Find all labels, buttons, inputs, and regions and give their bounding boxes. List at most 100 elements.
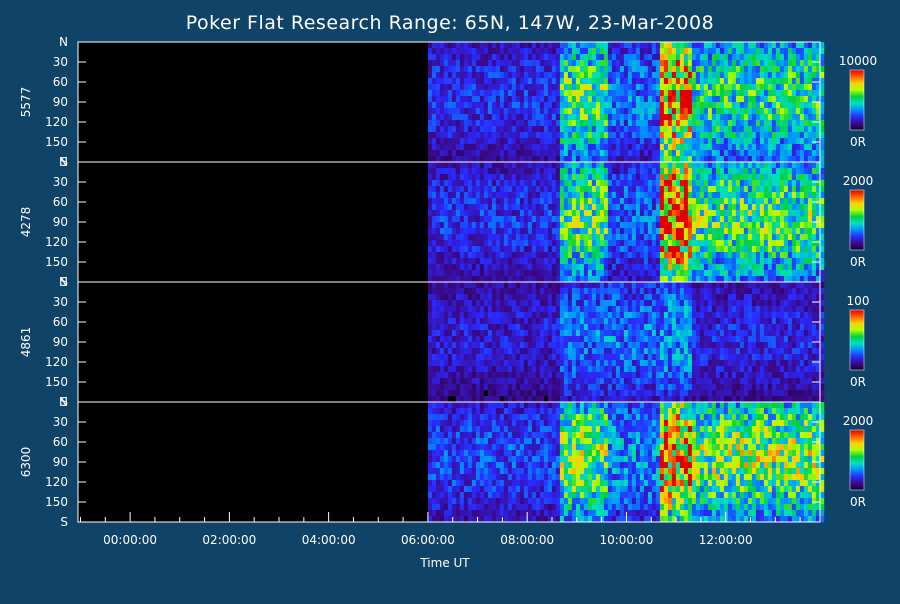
emission-cell (696, 264, 700, 270)
emission-cell (532, 288, 536, 294)
emission-cell (620, 348, 624, 354)
emission-cell (456, 270, 460, 276)
y-tick-label: N (59, 35, 68, 49)
emission-cell (472, 378, 476, 384)
emission-cell (440, 138, 444, 144)
emission-cell (564, 210, 568, 216)
emission-cell (612, 66, 616, 72)
emission-cell (608, 258, 612, 264)
emission-cell (496, 72, 500, 78)
emission-cell (444, 216, 448, 222)
emission-cell (604, 372, 608, 378)
emission-cell (524, 114, 528, 120)
emission-cell (596, 342, 600, 348)
emission-cell (608, 264, 612, 270)
emission-cell (564, 306, 568, 312)
emission-cell (668, 228, 672, 234)
emission-cell (496, 138, 500, 144)
emission-cell (716, 54, 720, 60)
emission-cell (600, 318, 604, 324)
emission-cell (784, 264, 788, 270)
emission-cell (512, 264, 516, 270)
emission-cell (592, 84, 596, 90)
emission-cell (564, 96, 568, 102)
emission-cell (556, 396, 560, 402)
emission-cell (604, 330, 608, 336)
emission-cell (444, 294, 448, 300)
emission-cell (476, 120, 480, 126)
emission-cell (804, 102, 808, 108)
emission-cell (724, 270, 728, 276)
emission-cell (604, 354, 608, 360)
emission-cell (492, 96, 496, 102)
emission-cell (536, 162, 540, 168)
emission-cell (612, 360, 616, 366)
emission-cell (732, 246, 736, 252)
emission-cell (592, 138, 596, 144)
emission-cell (764, 42, 768, 48)
emission-cell (456, 372, 460, 378)
emission-cell (480, 372, 484, 378)
emission-cell (748, 84, 752, 90)
emission-cell (460, 294, 464, 300)
emission-cell (428, 78, 432, 84)
emission-cell (768, 138, 772, 144)
emission-cell (580, 264, 584, 270)
emission-cell (436, 96, 440, 102)
emission-cell (528, 282, 532, 288)
emission-cell (672, 264, 676, 270)
emission-cell (720, 72, 724, 78)
emission-cell (820, 126, 824, 132)
emission-cell (724, 132, 728, 138)
emission-cell (624, 288, 628, 294)
emission-cell (548, 390, 552, 396)
emission-cell (444, 384, 448, 390)
y-tick-label: N (59, 155, 68, 169)
emission-cell (488, 114, 492, 120)
emission-cell (536, 312, 540, 318)
emission-cell (672, 120, 676, 126)
emission-cell (608, 120, 612, 126)
emission-cell (456, 162, 460, 168)
emission-cell (492, 276, 496, 282)
emission-cell (512, 354, 516, 360)
emission-cell (752, 144, 756, 150)
emission-cell (740, 222, 744, 228)
emission-cell (460, 354, 464, 360)
emission-cell (772, 150, 776, 156)
emission-cell (596, 396, 600, 402)
emission-cell (804, 96, 808, 102)
emission-cell (648, 222, 652, 228)
emission-cell (808, 42, 812, 48)
emission-cell (688, 126, 692, 132)
emission-cell (564, 186, 568, 192)
emission-cell (716, 252, 720, 258)
emission-cell (576, 150, 580, 156)
emission-cell (488, 234, 492, 240)
emission-cell (704, 246, 708, 252)
emission-cell (600, 306, 604, 312)
emission-cell (508, 156, 512, 162)
emission-cell (728, 276, 732, 282)
emission-cell (708, 252, 712, 258)
emission-cell (688, 264, 692, 270)
emission-cell (712, 162, 716, 168)
emission-cell (560, 162, 564, 168)
emission-cell (548, 330, 552, 336)
emission-cell (656, 138, 660, 144)
emission-cell (672, 204, 676, 210)
emission-cell (616, 264, 620, 270)
emission-cell (460, 372, 464, 378)
emission-cell (612, 54, 616, 60)
emission-cell (592, 108, 596, 114)
emission-cell (768, 240, 772, 246)
emission-cell (568, 222, 572, 228)
emission-cell (696, 222, 700, 228)
emission-cell (596, 336, 600, 342)
emission-cell (620, 288, 624, 294)
emission-cell (616, 246, 620, 252)
emission-cell (800, 168, 804, 174)
emission-cell (508, 186, 512, 192)
emission-cell (488, 84, 492, 90)
emission-cell (552, 396, 556, 402)
